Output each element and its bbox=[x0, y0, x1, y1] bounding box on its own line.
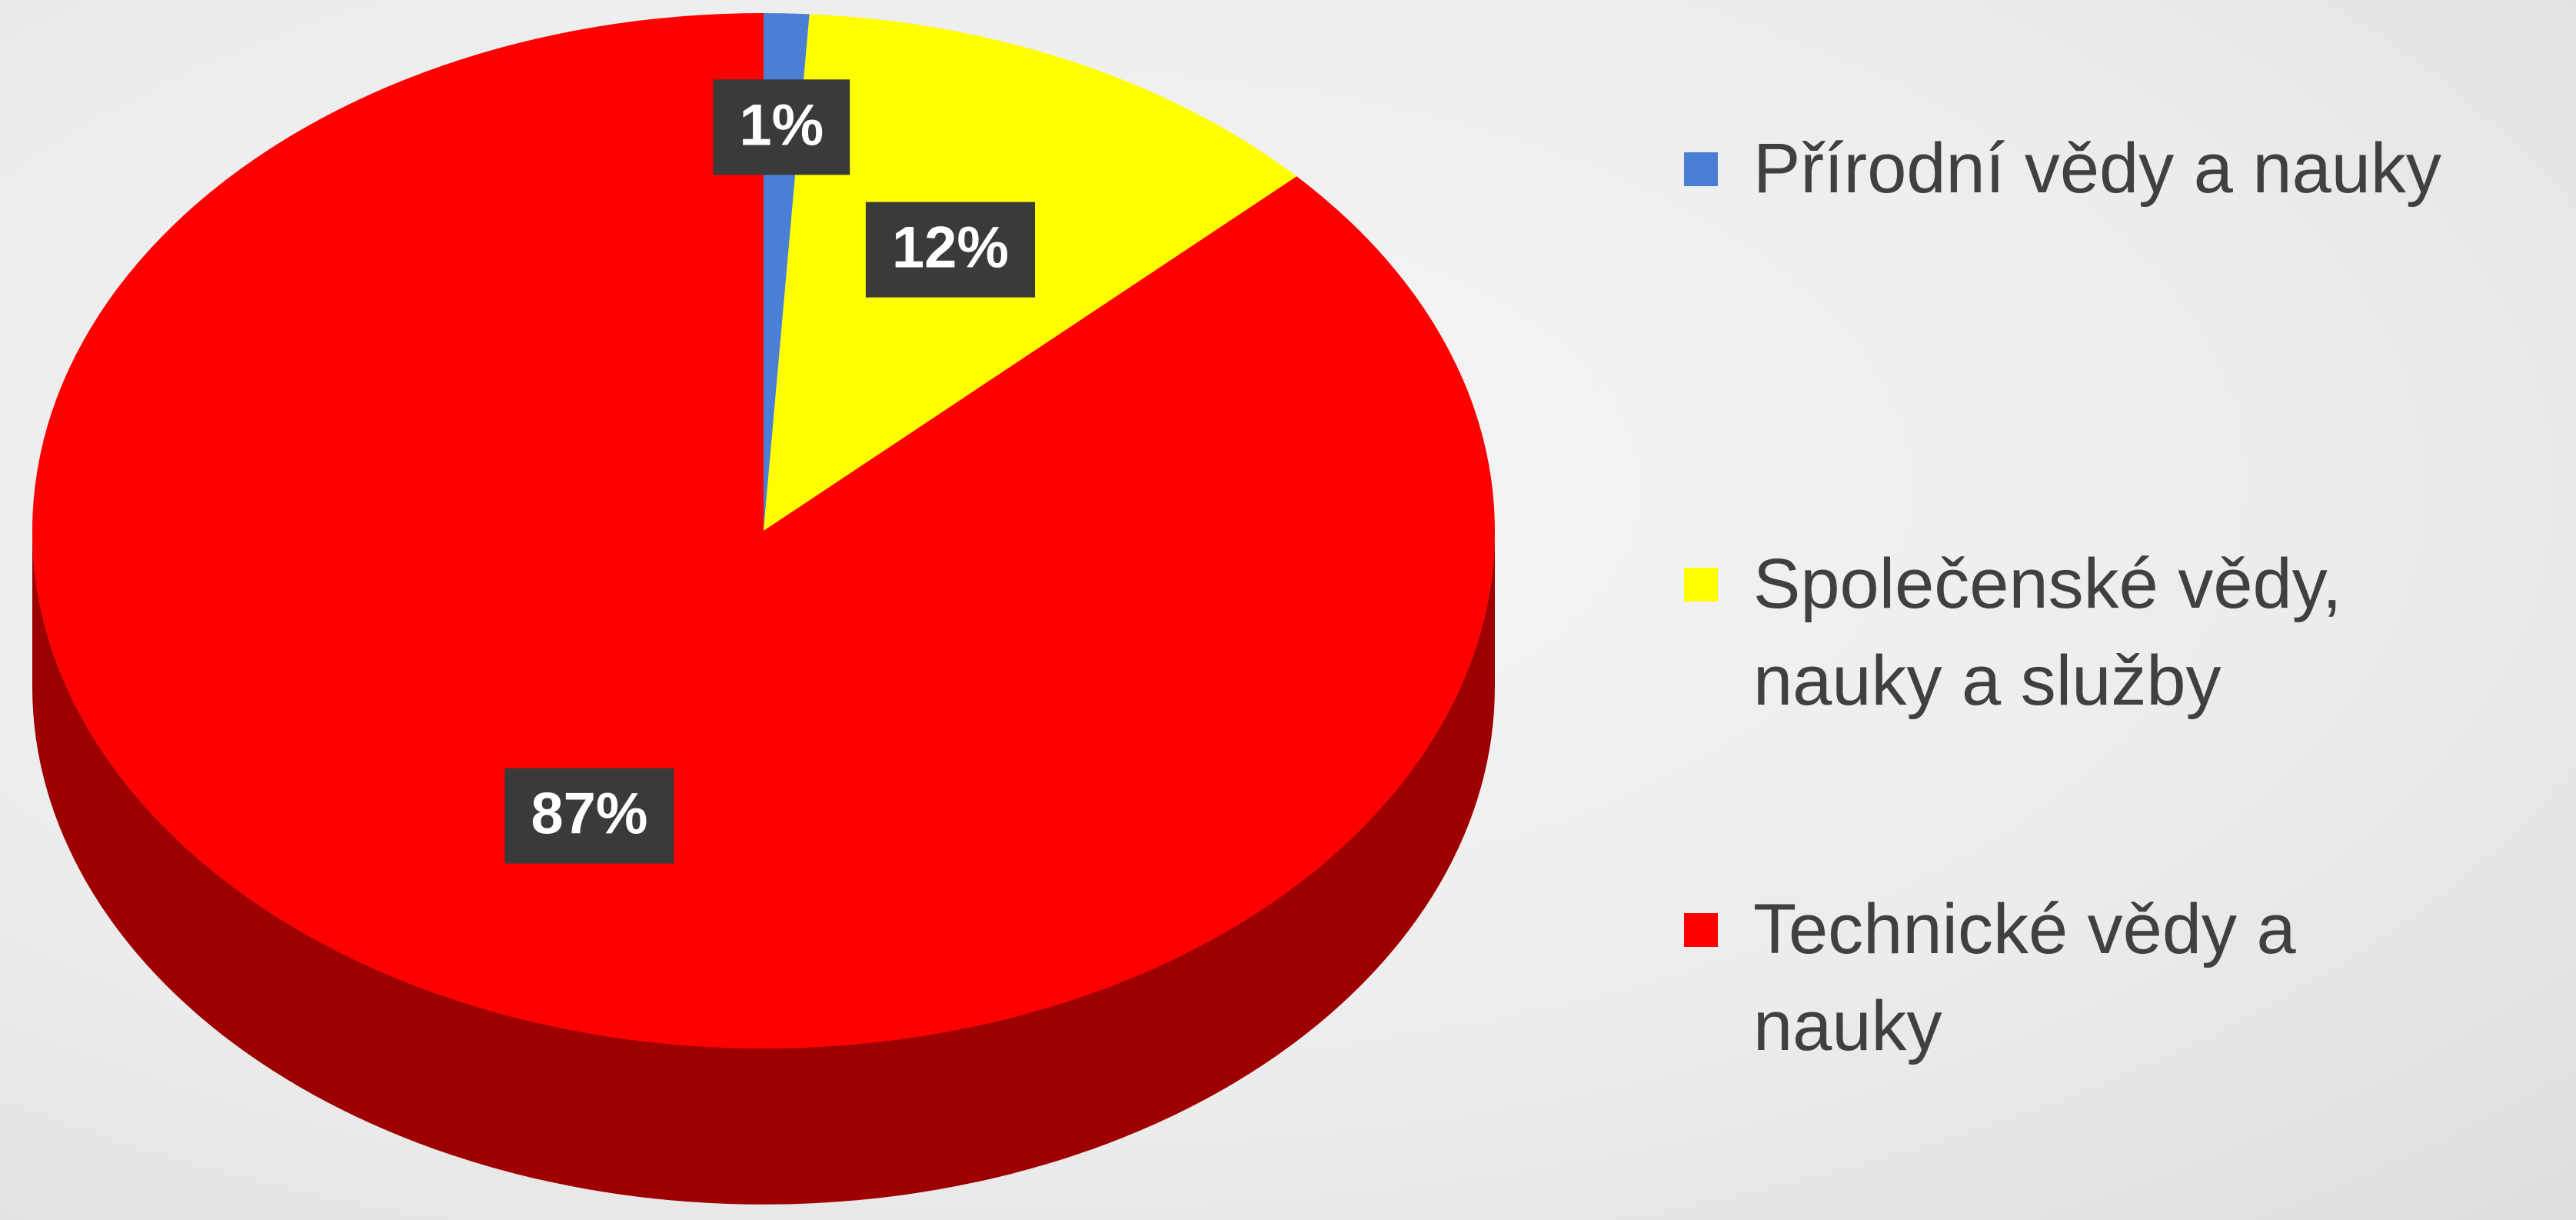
data-label-box bbox=[504, 768, 674, 864]
chart: 1% 12% 87% bbox=[32, 13, 1495, 1205]
legend-swatch bbox=[1684, 568, 1718, 602]
legend-item: Technické vědy a nauky bbox=[1684, 881, 2491, 1075]
data-label-box bbox=[713, 79, 850, 175]
legend-label: Přírodní vědy a nauky bbox=[1753, 129, 2441, 208]
legend-item: Přírodní vědy a nauky bbox=[1684, 120, 2441, 217]
data-label-text: 12% bbox=[892, 215, 1009, 281]
data-label-text: 87% bbox=[531, 782, 647, 847]
data-label-text: 1% bbox=[739, 92, 824, 158]
data-label-box bbox=[865, 202, 1036, 298]
legend-swatch bbox=[1684, 913, 1718, 947]
slice-side bbox=[32, 531, 1495, 1205]
data-label: 87% bbox=[504, 768, 674, 864]
legend-label: Technické vědy a nauky bbox=[1753, 890, 2296, 1065]
slice bbox=[32, 13, 1495, 1048]
data-label: 1% bbox=[713, 79, 850, 175]
legend-label: Společenské vědy, nauky a služby bbox=[1753, 545, 2342, 720]
legend-swatch bbox=[1684, 152, 1718, 186]
legend-item: Společenské vědy, nauky a služby bbox=[1684, 535, 2491, 729]
legend: Přírodní vědy a nauky Společenské vědy, n… bbox=[1684, 0, 2576, 1220]
data-label: 12% bbox=[865, 202, 1036, 298]
